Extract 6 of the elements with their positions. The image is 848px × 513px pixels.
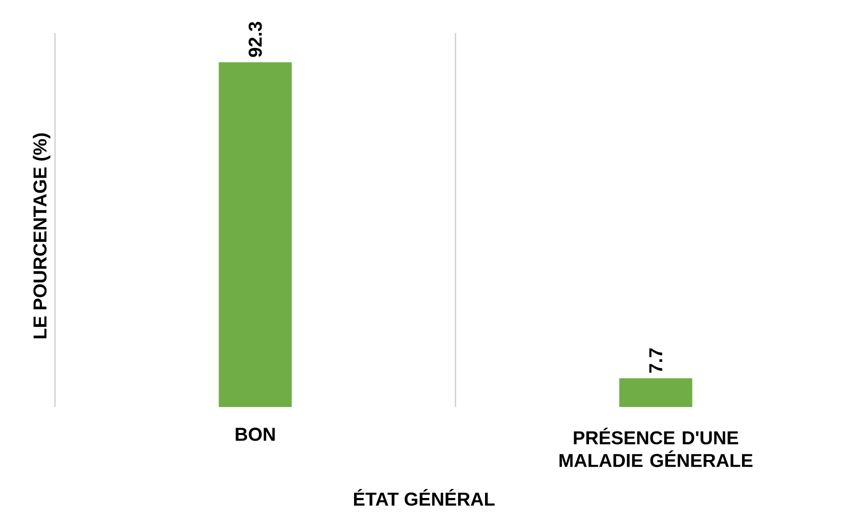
x-axis-title: ÉTAT GÉNÉRAL (354, 489, 495, 506)
y-axis-title: LE POURCENTAGE (%) (32, 133, 50, 338)
x-tick-label: PRÉSENCE D'UNE MALADIE GÉNERALE (560, 428, 753, 468)
data-label: 92.3 (248, 22, 262, 57)
data-label: 7.7 (649, 348, 662, 373)
x-tick-label: BON (236, 428, 275, 441)
